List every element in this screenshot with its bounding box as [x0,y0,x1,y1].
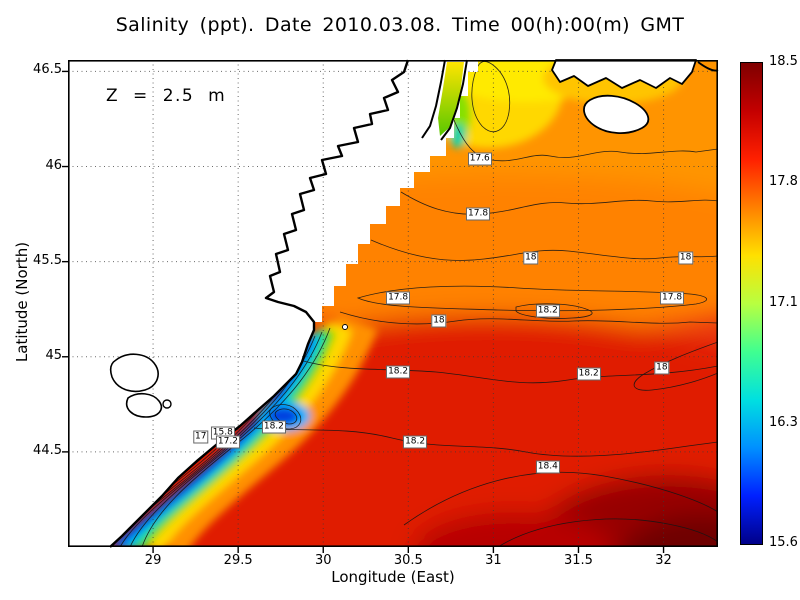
map-plot [62,59,719,553]
land-features [109,59,719,548]
colorbar-tick-label: 16.3 [769,414,798,430]
contour-label: 18 [677,251,694,265]
contour-label: 17.8 [386,291,411,305]
estuary-east-bank [440,59,468,141]
lagoon-small [162,399,172,409]
contour-label: 17.8 [466,207,491,221]
y-tick-label: 44.5 [33,442,62,458]
contour-label: 18.2 [576,367,601,381]
northeast-spit-outline [551,59,697,89]
chart-title: Salinity (ppt). Date 2010.03.08. Time 00… [115,14,685,36]
contour-label: 18.2 [535,304,560,318]
x-tick-label: 29 [144,553,162,568]
contour-label: 17.6 [467,152,492,166]
x-tick-label: 31.5 [563,553,593,568]
colorbar [740,62,763,545]
colorbar-tick-label: 18.5 [769,54,798,69]
contour-label: 18.2 [403,435,428,449]
lagoon-north [109,353,159,393]
contour-label: 18 [654,361,670,375]
salinity-field [110,60,718,547]
contour-label: 18 [523,251,539,265]
depth-annotation: Z = 2.5 m [106,86,227,106]
y-tick-label: 45.5 [33,252,62,268]
x-tick-label: 32 [655,553,672,568]
contour-label: 18 [431,314,447,328]
colorbar-tick-label: 15.6 [769,535,798,550]
lagoon-south [126,392,163,418]
contour-label: 17.8 [660,291,685,305]
coastline [109,59,410,548]
contour-label: 18.2 [261,420,286,434]
contour-label: 18.4 [535,460,560,474]
y-tick-label: 46 [45,157,62,173]
x-tick-label: 29.5 [223,553,253,568]
point-marker [342,324,348,330]
x-tick-label: 30 [314,553,332,568]
colorbar-tick-label: 17.1 [769,294,798,310]
contour-label: 17.2 [215,435,240,449]
estuary-west-bank [421,59,446,139]
plot-frame [68,60,719,547]
x-axis-label: Longitude (East) [331,568,455,586]
tick-marks [62,70,665,553]
contour-label: 18.2 [386,365,411,379]
colorbar-tick-label: 17.8 [769,174,798,190]
y-tick-label: 46.5 [33,62,62,78]
y-tick-label: 45 [45,347,62,363]
x-tick-label: 31 [485,553,502,568]
x-tick-label: 30.5 [393,553,423,568]
contour-label: 17 [192,430,209,444]
island-outline [583,94,650,134]
estuary-water [438,62,464,136]
